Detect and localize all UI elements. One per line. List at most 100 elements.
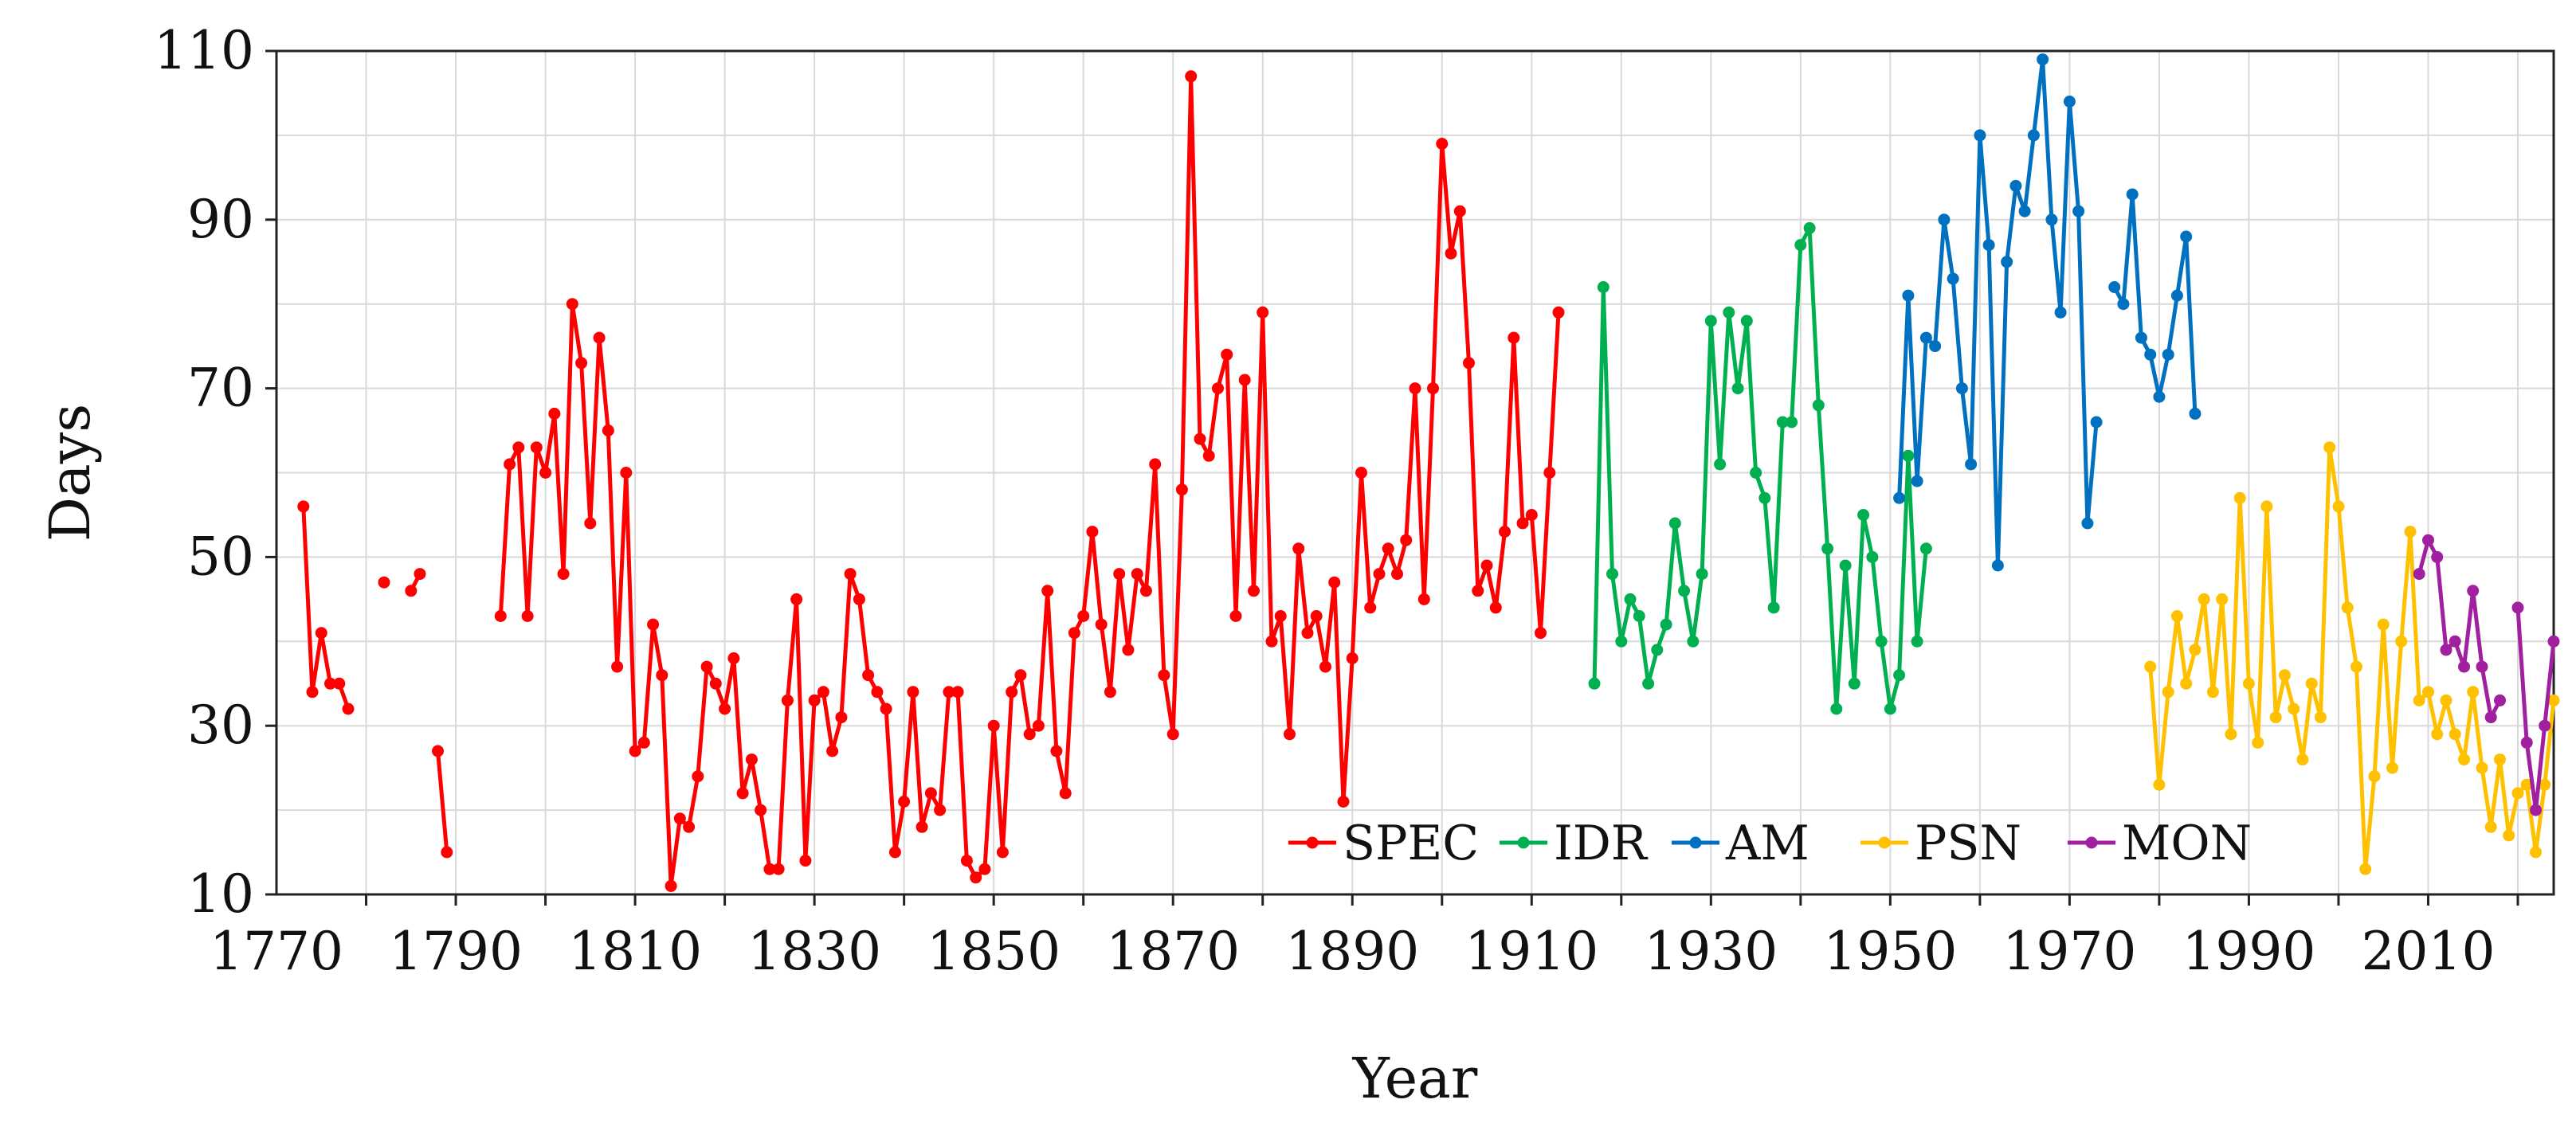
data-point-idr — [1821, 542, 1834, 555]
data-point-spec — [575, 357, 588, 370]
data-point-psn — [2314, 711, 2327, 724]
data-point-am — [1893, 491, 1906, 504]
data-point-psn — [2351, 660, 2362, 673]
data-point-psn — [2413, 694, 2425, 706]
data-point-spec — [1122, 644, 1135, 656]
data-point-am — [2081, 517, 2094, 530]
data-point-spec — [1202, 449, 1215, 462]
data-point-psn — [2341, 601, 2354, 614]
data-point-spec — [736, 787, 749, 800]
data-point-am — [1991, 559, 2004, 572]
data-point-psn — [2332, 500, 2345, 513]
data-point-idr — [1651, 644, 1664, 656]
data-point-am — [2027, 129, 2040, 142]
series-line-idr — [1592, 225, 1928, 711]
data-point-spec — [1525, 509, 1538, 521]
data-point-psn — [2503, 829, 2515, 842]
x-tick-label: 1830 — [747, 921, 881, 982]
data-point-spec — [996, 846, 1009, 859]
y-tick-label: 70 — [187, 358, 254, 419]
data-point-am — [1947, 272, 1959, 285]
data-point-am — [1965, 458, 1978, 471]
data-point-psn — [2242, 677, 2255, 690]
data-point-psn — [2440, 694, 2452, 706]
data-point-spec — [1346, 652, 1359, 664]
data-point-psn — [2422, 686, 2434, 699]
legend-item-idr: IDR — [1500, 816, 1649, 871]
data-point-idr — [1839, 559, 1852, 572]
data-point-am — [2170, 289, 2183, 302]
grid-lines — [276, 51, 2554, 894]
data-point-spec — [1400, 534, 1413, 546]
data-point-spec — [755, 804, 767, 816]
data-point-spec — [916, 820, 928, 833]
data-point-spec — [557, 568, 570, 581]
data-point-idr — [1919, 542, 1932, 555]
data-series — [297, 53, 2560, 892]
legend-label-mon: MON — [2122, 816, 2252, 871]
data-point-psn — [2458, 753, 2470, 766]
data-point-idr — [1723, 306, 1735, 319]
data-point-spec — [862, 669, 875, 682]
data-point-spec — [1158, 669, 1170, 682]
x-tick-label: 1770 — [210, 921, 343, 982]
data-point-spec — [1077, 610, 1090, 622]
data-point-spec — [342, 702, 355, 715]
plot-frame — [275, 49, 2555, 896]
data-point-mon — [2431, 550, 2444, 563]
data-point-spec — [1175, 483, 1188, 496]
legend-label-spec: SPEC — [1343, 816, 1479, 871]
data-point-psn — [2288, 702, 2300, 715]
data-point-psn — [2368, 770, 2381, 783]
data-point-psn — [2206, 686, 2219, 699]
data-point-spec — [1068, 627, 1080, 640]
series-psn — [2144, 441, 2560, 875]
x-tick-label: 1990 — [2182, 921, 2315, 982]
data-point-am — [2153, 390, 2166, 403]
data-point-spec — [1373, 568, 1386, 581]
data-point-spec — [1050, 745, 1063, 757]
data-point-spec — [808, 694, 821, 706]
data-point-idr — [1794, 239, 1807, 252]
data-point-spec — [1194, 432, 1206, 445]
data-point-spec — [1543, 467, 1556, 479]
data-point-spec — [1014, 669, 1027, 682]
data-point-spec — [1166, 728, 1179, 741]
data-point-spec — [1274, 610, 1287, 622]
y-tick-label: 10 — [187, 863, 254, 925]
data-point-idr — [1893, 669, 1906, 682]
data-point-psn — [2530, 846, 2542, 859]
data-point-am — [1955, 382, 1968, 395]
data-point-idr — [1902, 449, 1915, 462]
data-point-mon — [2449, 635, 2461, 648]
data-point-spec — [683, 820, 696, 833]
data-point-idr — [1615, 635, 1628, 648]
data-point-am — [2180, 230, 2193, 243]
data-point-spec — [1104, 686, 1116, 699]
data-point-spec — [907, 686, 919, 699]
data-point-spec — [405, 585, 418, 597]
data-point-mon — [2484, 711, 2497, 724]
y-tick-label: 30 — [187, 695, 254, 756]
data-point-idr — [1624, 593, 1637, 605]
data-point-psn — [2494, 753, 2506, 766]
data-point-psn — [2189, 644, 2202, 656]
y-tick-label: 90 — [187, 189, 254, 250]
x-tick-label: 1790 — [389, 921, 523, 982]
data-point-idr — [1588, 677, 1601, 690]
data-point-spec — [1023, 728, 1036, 741]
data-point-mon — [2476, 660, 2488, 673]
data-point-psn — [2484, 820, 2497, 833]
data-point-spec — [888, 846, 901, 859]
data-point-spec — [692, 770, 704, 783]
legend-item-am: AM — [1672, 816, 1809, 871]
data-point-spec — [1113, 568, 1126, 581]
data-point-spec — [853, 593, 865, 605]
legend-label-psn: PSN — [1915, 816, 2021, 871]
series-line-spec — [436, 750, 449, 853]
data-point-mon — [2440, 644, 2452, 656]
data-point-spec — [1059, 787, 1072, 800]
series-spec — [297, 70, 1565, 892]
data-point-spec — [1472, 585, 1484, 597]
data-point-spec — [960, 855, 973, 867]
